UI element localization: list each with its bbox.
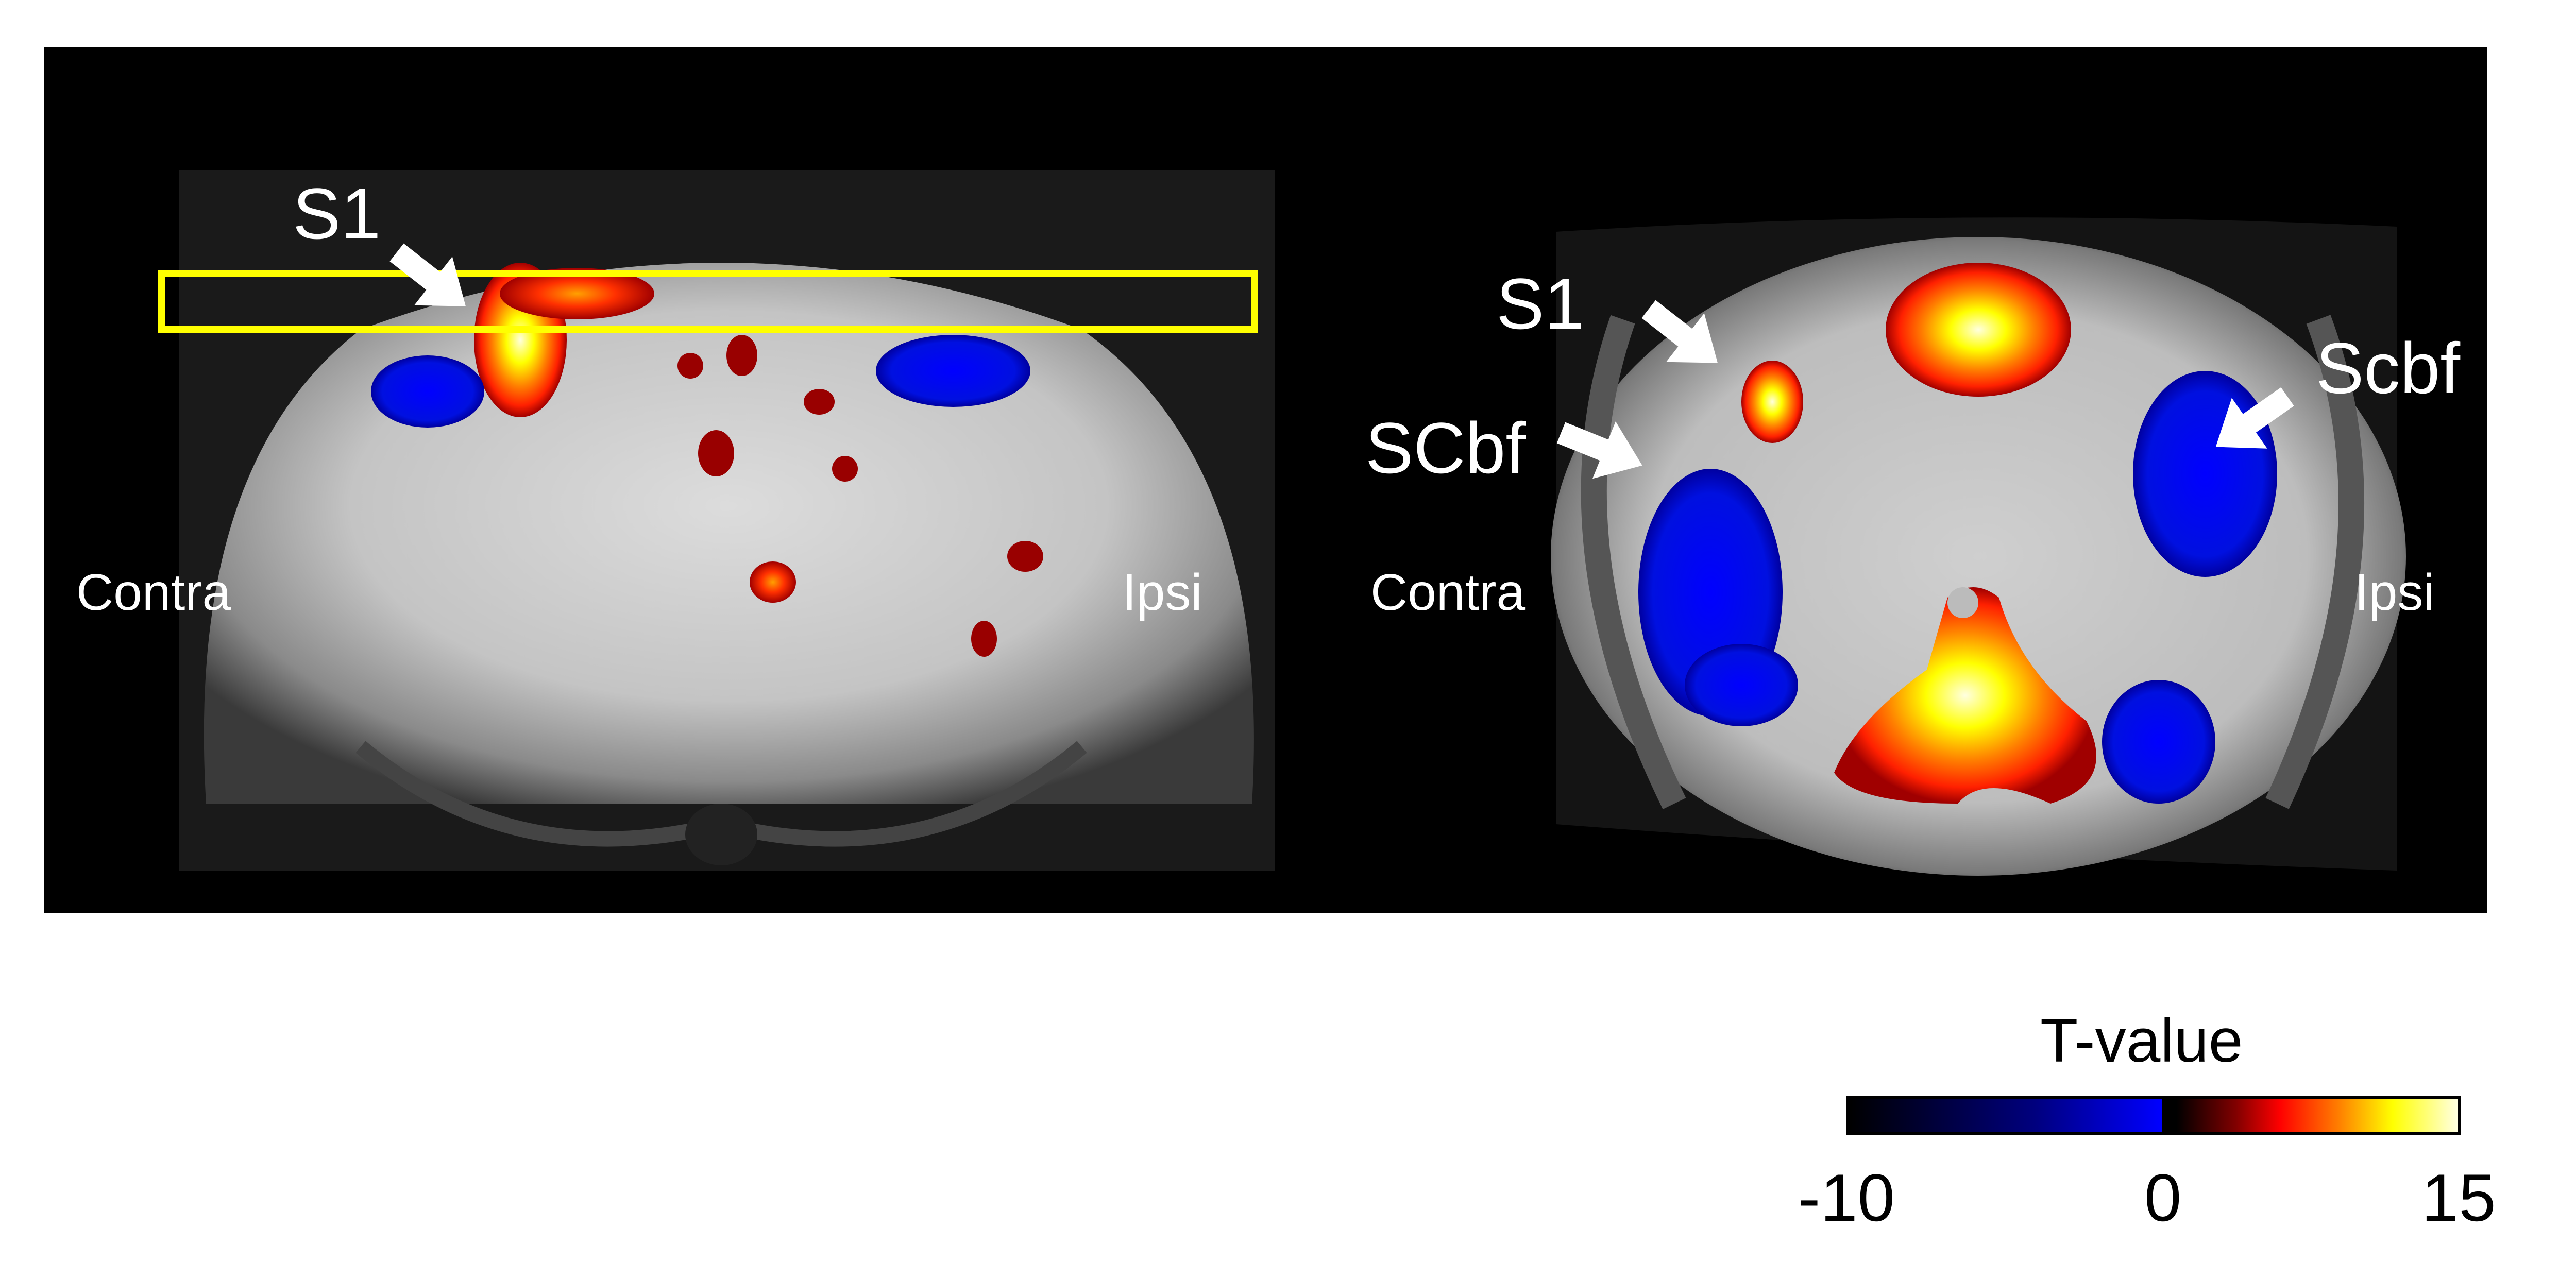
arrow-s1-left <box>389 243 466 306</box>
colorbar-negative <box>1850 1099 2162 1132</box>
activation-top <box>1886 263 2071 397</box>
colorbar <box>1846 1096 2461 1135</box>
colorbar-tick-zero: 0 <box>2144 1160 2182 1235</box>
arrow-s1-right <box>1641 300 1718 363</box>
label-scbf-right: Scbf <box>2316 328 2461 408</box>
label-s1-left: S1 <box>293 173 381 254</box>
colorbar-title: T-value <box>2040 1006 2243 1075</box>
colorbar-tick-min: -10 <box>1798 1160 1895 1235</box>
deactivation-scbf-right <box>2133 371 2277 577</box>
label-scbf-left: SCbf <box>1365 407 1526 488</box>
activation-bottom <box>1834 587 2096 804</box>
left-coronal-image <box>179 170 1275 871</box>
deactivation-right <box>876 335 1030 407</box>
activation-s1 <box>1741 361 1803 443</box>
label-contra-left: Contra <box>76 564 231 621</box>
deactivation-left <box>371 355 484 428</box>
label-contra-right: Contra <box>1370 564 1526 621</box>
arrow-scbf-left <box>1556 421 1642 479</box>
label-s1-right: S1 <box>1496 263 1585 344</box>
roi-box <box>158 270 1258 333</box>
right-axial-image <box>1551 217 2406 876</box>
label-ipsi-left: Ipsi <box>1122 564 1202 621</box>
colorbar-positive <box>2162 1099 2458 1132</box>
label-ipsi-right: Ipsi <box>2354 564 2435 621</box>
arrow-scbf-right <box>2215 387 2294 449</box>
colorbar-tick-max: 15 <box>2421 1160 2496 1235</box>
